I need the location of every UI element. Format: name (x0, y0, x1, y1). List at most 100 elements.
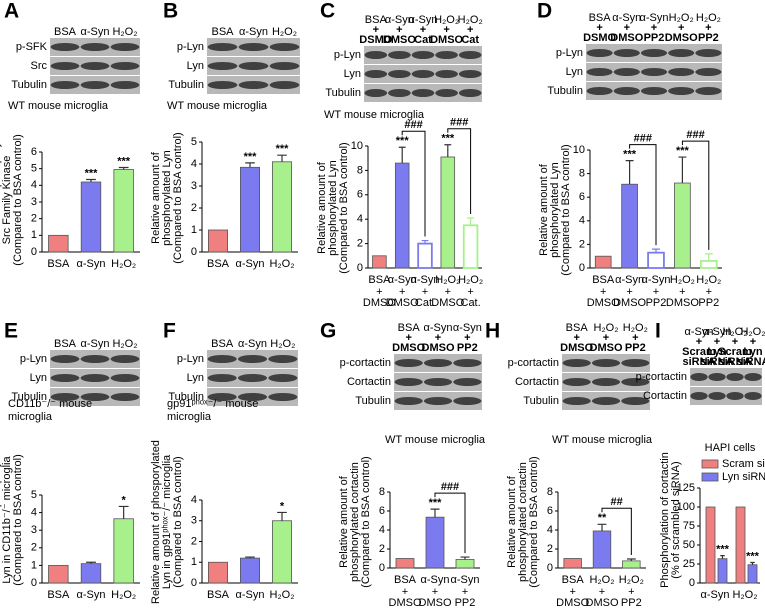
blot-band (453, 378, 482, 386)
panel-letter: C (320, 0, 335, 23)
lane-label: α-Syn (239, 26, 268, 38)
blot-band (458, 51, 482, 59)
blot-band (640, 87, 668, 95)
blot-band (586, 68, 613, 76)
lane-label: H₂O₂ (722, 326, 747, 338)
blot-band (364, 51, 388, 59)
blot-row-label: Lyn (187, 60, 204, 72)
y-axis-label: (Compared to BSA control) (360, 456, 372, 587)
bar (462, 224, 479, 269)
lane-label: + (396, 24, 402, 36)
bar (425, 516, 445, 569)
blot-band (207, 374, 237, 382)
error-bar (421, 239, 429, 244)
y-tick-label: 8 (547, 486, 553, 498)
panel-letter: B (163, 0, 178, 23)
lane-label: + (373, 24, 379, 36)
blot-band (50, 62, 80, 70)
lane-label: Scram (718, 346, 752, 358)
significance: *** (276, 143, 290, 155)
y-axis-label: Src Family Kinase (1, 156, 13, 245)
lane-label: + (705, 22, 711, 34)
bracket (629, 144, 657, 246)
lane-label: PP2 (644, 32, 665, 44)
y-tick-label: 5 (31, 489, 37, 501)
error-bar (626, 558, 636, 561)
blot-band (411, 89, 435, 97)
bar (271, 520, 292, 584)
blot-band (621, 359, 650, 367)
y-tick-label: 1 (191, 224, 197, 236)
lane-label: PP2 (457, 342, 478, 354)
y-tick-label: 0 (31, 577, 37, 589)
blot-band (613, 49, 640, 57)
bracket (401, 130, 426, 237)
error-bar (86, 561, 96, 564)
blot-band (435, 51, 458, 59)
blot-band (591, 359, 621, 367)
blot-row-label: p-Lyn (177, 41, 204, 53)
panel-letter: D (537, 0, 552, 23)
blot-band (50, 393, 80, 401)
lane-label: α-Syn (238, 338, 267, 350)
blot-band (423, 359, 453, 367)
bar (563, 558, 582, 569)
x-tick-label: H₂O₂ (269, 258, 294, 270)
bar (592, 530, 612, 569)
blot-band (744, 392, 762, 400)
bar (207, 561, 228, 584)
x-treatment-label: PP2 (455, 597, 476, 609)
x-treatment-label: DMSO (666, 297, 699, 309)
lane-label: + (624, 22, 630, 34)
blot-band (110, 81, 140, 89)
blot-band (690, 392, 708, 400)
lane-label: Scram (682, 346, 716, 358)
blot-band (110, 393, 140, 401)
blot-band (586, 87, 613, 95)
significance: *** (716, 544, 730, 556)
panel-letter: I (655, 320, 661, 343)
y-tick-label: 0 (689, 577, 695, 589)
x-tick-label: α-Syn (388, 274, 417, 286)
y-tick-label: 2 (31, 213, 37, 225)
error-bar (444, 144, 452, 157)
blot-band (621, 378, 650, 386)
blot-row-label: p-SFK (16, 41, 48, 53)
blot-band (237, 374, 268, 382)
x-tick-label: H₂O₂ (111, 258, 136, 270)
y-axis-label: Relative amount of phosporylated (150, 440, 162, 604)
y-tick-label: 4 (191, 158, 197, 170)
lane-label: PP2 (698, 32, 719, 44)
lane-label: DMSO (392, 342, 425, 354)
bracket-label: ### (450, 117, 468, 129)
bar (621, 183, 638, 269)
lane-label: H₂O₂ (696, 12, 721, 24)
blot-row-label: p-Lyn (177, 353, 204, 365)
x-treatment-label: DMSO (586, 597, 619, 609)
blot-row-label: p-Lyn (334, 49, 361, 61)
x-tick-label: α-Syn (77, 258, 106, 270)
y-axis-label: phosphorylated Lyn (161, 150, 173, 246)
blot-row-label: Lyn (566, 66, 583, 78)
x-tick-label: H₂O₂ (435, 274, 460, 286)
x-treatment-label: DMSO (556, 597, 589, 609)
legend-label: Lyn siRNA (722, 471, 765, 483)
y-tick-label: 6 (379, 505, 385, 517)
y-tick-label: 1 (191, 556, 197, 568)
bar (705, 506, 716, 584)
blot-band (668, 87, 695, 95)
blot-row-label: Lyn (30, 372, 47, 384)
caption: microglia (8, 411, 53, 423)
blot-band (268, 355, 298, 363)
blot-band (80, 81, 110, 89)
lane-label: + (696, 336, 702, 348)
blot-row-label: Cortactin (643, 390, 687, 402)
y-tick-label: 8 (379, 486, 385, 498)
x-tick-label: α-Syn (615, 274, 644, 286)
bar (113, 169, 134, 253)
blot-row-label: p-Lyn (556, 47, 583, 59)
y-tick-label: 2 (357, 238, 363, 250)
bar (647, 251, 665, 269)
error-bar (118, 166, 129, 170)
blot-band (110, 374, 140, 382)
